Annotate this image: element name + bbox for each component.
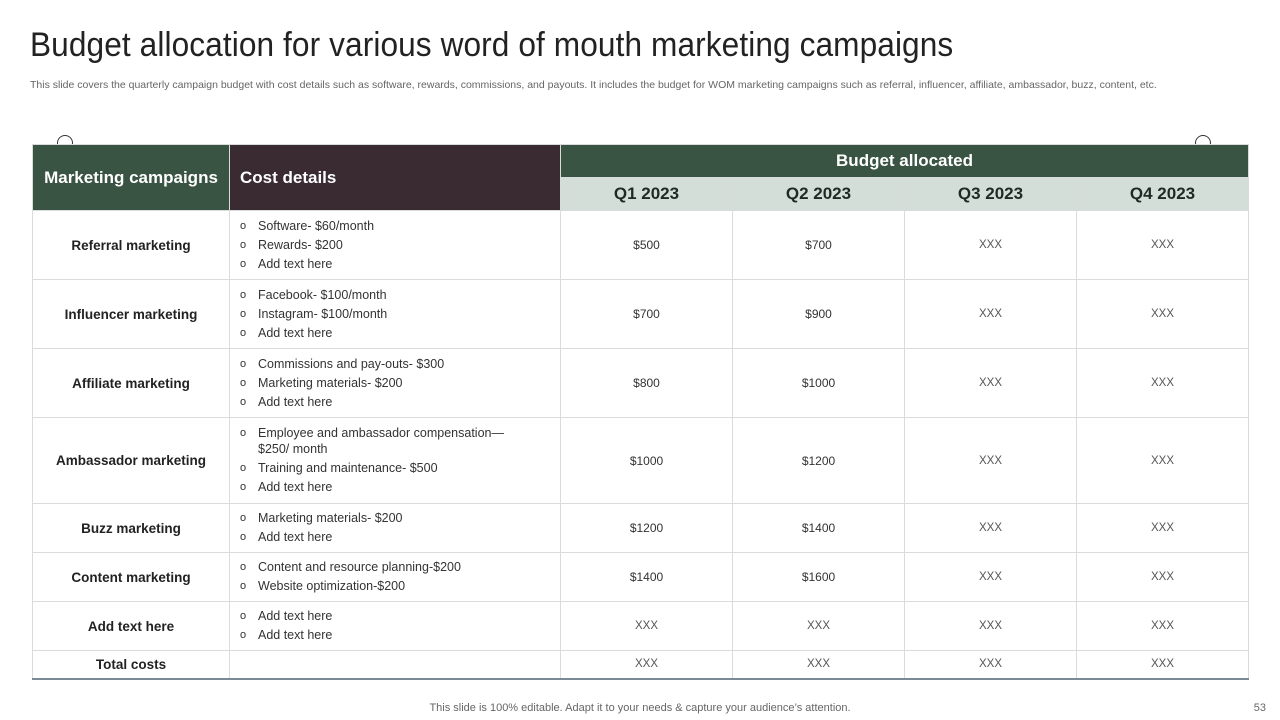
cost-item: Add text here	[240, 394, 552, 410]
cost-details-cell: Commissions and pay-outs- $300 Marketing…	[229, 348, 561, 418]
q2-value: $1600	[732, 552, 905, 602]
cost-item: Website optimization-$200	[240, 578, 552, 594]
table-row: Content marketing Content and resource p…	[32, 552, 1250, 602]
table-row: Ambassador marketing Employee and ambass…	[32, 417, 1250, 504]
q2-value: $700	[732, 210, 905, 280]
q4-value: XXX	[1075, 417, 1250, 504]
cost-item: Add text here	[240, 479, 552, 495]
q4-value: XXX	[1075, 552, 1250, 602]
table-row: Referral marketing Software- $60/month R…	[32, 210, 1250, 280]
footer-note: This slide is 100% editable. Adapt it to…	[429, 702, 851, 714]
header-quarter: Q1 2023	[560, 177, 733, 211]
total-cost-details-cell	[229, 650, 561, 680]
cost-details-cell: Add text here Add text here	[229, 601, 561, 651]
q4-value: XXX	[1075, 348, 1250, 418]
cost-item: Content and resource planning-$200	[240, 559, 552, 575]
cost-details-cell: Content and resource planning-$200 Websi…	[229, 552, 561, 602]
q1-value: $1000	[560, 417, 733, 504]
cost-item: Employee and ambassador compensation— $2…	[240, 425, 528, 457]
q3-value: XXX	[904, 601, 1077, 651]
header-quarter: Q4 2023	[1075, 177, 1250, 211]
total-label: Total costs	[32, 650, 230, 680]
cost-list: Employee and ambassador compensation— $2…	[240, 425, 552, 495]
cost-item: Facebook- $100/month	[240, 287, 552, 303]
campaign-name: Influencer marketing	[32, 279, 230, 349]
total-q2-value: XXX	[732, 650, 905, 680]
header-budget-allocated: Budget allocated	[559, 144, 1250, 178]
header-cost-details: Cost details	[229, 144, 561, 211]
cost-item: Add text here	[240, 529, 552, 545]
table-row: Add text here Add text here Add text her…	[32, 601, 1250, 651]
q1-value: $1400	[560, 552, 733, 602]
campaign-name: Content marketing	[32, 552, 230, 602]
budget-table: Marketing campaigns Cost details Budget …	[32, 144, 1250, 680]
campaign-name: Add text here	[32, 601, 230, 651]
cost-item: Commissions and pay-outs- $300	[240, 356, 552, 372]
q1-value: $800	[560, 348, 733, 418]
page-title: Budget allocation for various word of mo…	[30, 26, 954, 64]
table-row: Affiliate marketing Commissions and pay-…	[32, 348, 1250, 418]
q3-value: XXX	[904, 503, 1077, 553]
cost-item: Rewards- $200	[240, 237, 552, 253]
q1-value: XXX	[560, 601, 733, 651]
campaign-name: Referral marketing	[32, 210, 230, 280]
q3-value: XXX	[904, 417, 1077, 504]
cost-item: Marketing materials- $200	[240, 510, 552, 526]
cost-list: Facebook- $100/month Instagram- $100/mon…	[240, 287, 552, 341]
cost-item: Add text here	[240, 325, 552, 341]
q3-value: XXX	[904, 279, 1077, 349]
total-row: Total costs XXX XXX XXX XXX	[32, 650, 1250, 680]
page-number: 53	[1253, 702, 1266, 714]
campaign-name: Buzz marketing	[32, 503, 230, 553]
cost-item: Add text here	[240, 608, 552, 624]
cost-item: Instagram- $100/month	[240, 306, 552, 322]
q4-value: XXX	[1075, 601, 1250, 651]
q1-value: $500	[560, 210, 733, 280]
q4-value: XXX	[1075, 279, 1250, 349]
cost-list: Software- $60/month Rewards- $200 Add te…	[240, 218, 552, 272]
q2-value: XXX	[732, 601, 905, 651]
q4-value: XXX	[1075, 503, 1250, 553]
cost-list: Commissions and pay-outs- $300 Marketing…	[240, 356, 552, 410]
cost-details-cell: Employee and ambassador compensation— $2…	[229, 417, 561, 504]
q3-value: XXX	[904, 210, 1077, 280]
table-row: Influencer marketing Facebook- $100/mont…	[32, 279, 1250, 349]
campaign-name: Ambassador marketing	[32, 417, 230, 504]
header-marketing-campaigns: Marketing campaigns	[32, 144, 230, 211]
total-q3-value: XXX	[904, 650, 1077, 680]
q1-value: $1200	[560, 503, 733, 553]
q2-value: $1200	[732, 417, 905, 504]
cost-item: Add text here	[240, 627, 552, 643]
header-quarter: Q3 2023	[904, 177, 1077, 211]
cost-list: Content and resource planning-$200 Websi…	[240, 559, 552, 594]
q2-value: $1000	[732, 348, 905, 418]
q4-value: XXX	[1075, 210, 1250, 280]
cost-details-cell: Software- $60/month Rewards- $200 Add te…	[229, 210, 561, 280]
q3-value: XXX	[904, 552, 1077, 602]
q1-value: $700	[560, 279, 733, 349]
cost-details-cell: Marketing materials- $200 Add text here	[229, 503, 561, 553]
cost-item: Add text here	[240, 256, 552, 272]
q2-value: $1400	[732, 503, 905, 553]
header-quarter: Q2 2023	[732, 177, 905, 211]
cost-list: Marketing materials- $200 Add text here	[240, 510, 552, 545]
campaign-name: Affiliate marketing	[32, 348, 230, 418]
cost-list: Add text here Add text here	[240, 608, 552, 643]
cost-item: Marketing materials- $200	[240, 375, 552, 391]
total-q1-value: XXX	[560, 650, 733, 680]
cost-item: Training and maintenance- $500	[240, 460, 552, 476]
cost-item: Software- $60/month	[240, 218, 552, 234]
page-subtitle: This slide covers the quarterly campaign…	[30, 79, 1157, 91]
table-row: Buzz marketing Marketing materials- $200…	[32, 503, 1250, 553]
q2-value: $900	[732, 279, 905, 349]
q3-value: XXX	[904, 348, 1077, 418]
cost-details-cell: Facebook- $100/month Instagram- $100/mon…	[229, 279, 561, 349]
total-q4-value: XXX	[1075, 650, 1250, 680]
